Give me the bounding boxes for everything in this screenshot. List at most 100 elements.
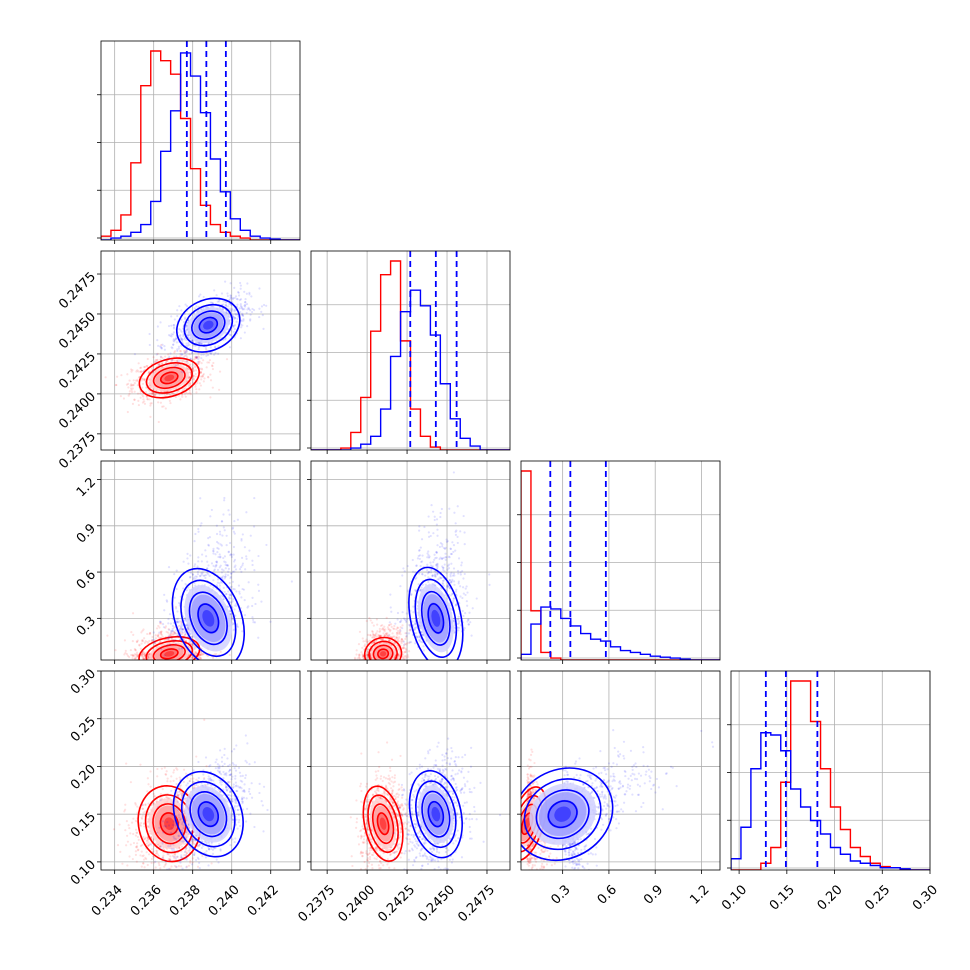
- scatter-point: [133, 398, 136, 401]
- scatter-point: [195, 356, 198, 359]
- scatter-point: [450, 562, 453, 565]
- scatter-point: [229, 309, 232, 312]
- scatter-point: [362, 640, 365, 643]
- scatter-point: [220, 568, 224, 571]
- scatter-point: [149, 392, 152, 395]
- scatter-point: [172, 626, 176, 629]
- scatter-point: [467, 623, 470, 626]
- scatter-point: [222, 513, 225, 516]
- scatter-point: [245, 302, 249, 306]
- scatter-point: [397, 639, 400, 643]
- scatter-point: [147, 370, 150, 373]
- scatter-point: [250, 295, 253, 298]
- scatter-point: [173, 351, 176, 354]
- scatter-point: [381, 638, 384, 642]
- contour-line: [180, 579, 237, 658]
- scatter-point: [240, 306, 243, 310]
- scatter-point: [228, 318, 231, 322]
- scatter-point: [222, 575, 225, 578]
- scatter-point: [232, 315, 235, 319]
- scatter-point: [192, 656, 195, 659]
- scatter-point: [202, 374, 205, 377]
- scatter-point: [168, 628, 171, 631]
- scatter-point: [367, 662, 369, 664]
- scatter-point: [170, 663, 172, 665]
- scatter-point: [192, 378, 196, 381]
- scatter-point: [175, 359, 179, 362]
- scatter-point: [367, 648, 370, 651]
- scatter-point: [169, 631, 173, 634]
- scatter-point: [226, 564, 230, 567]
- scatter-point: [164, 407, 167, 410]
- scatter-point: [419, 546, 422, 549]
- scatter-point: [391, 632, 394, 635]
- scatter-point: [123, 639, 127, 642]
- scatter-point: [396, 618, 399, 621]
- scatter-point: [187, 335, 190, 338]
- scatter-point: [402, 658, 405, 660]
- scatter-point: [215, 540, 219, 544]
- scatter-point: [182, 349, 186, 353]
- scatter-point: [184, 316, 187, 319]
- scatter-point: [454, 522, 457, 525]
- scatter-point: [199, 653, 202, 657]
- scatter-point: [191, 656, 194, 660]
- scatter-point: [430, 504, 433, 507]
- scatter-point: [209, 352, 212, 355]
- scatter-point: [229, 553, 233, 556]
- scatter-point: [174, 638, 177, 641]
- scatter-point: [186, 552, 189, 556]
- scatter-point: [209, 301, 212, 304]
- scatter-point: [171, 347, 174, 350]
- scatter-point: [238, 592, 241, 595]
- scatter-point: [232, 553, 235, 556]
- scatter-point: [193, 563, 197, 566]
- scatter-point: [166, 638, 170, 641]
- scatter-point: [229, 554, 232, 557]
- scatter-point: [160, 633, 163, 636]
- scatter-point: [160, 346, 163, 349]
- scatter-point: [131, 384, 135, 387]
- scatter-point: [240, 305, 243, 308]
- scatter-point: [161, 635, 164, 638]
- scatter-point: [145, 365, 148, 368]
- scatter-point: [141, 655, 144, 658]
- scatter-point: [229, 307, 232, 310]
- scatter-point: [403, 570, 406, 573]
- scatter-point: [224, 575, 227, 578]
- scatter-point: [170, 324, 173, 327]
- scatter-point: [185, 324, 188, 327]
- scatter-point: [161, 405, 164, 408]
- scatter-point: [459, 624, 462, 627]
- scatter-point: [142, 658, 146, 660]
- scatter-point: [173, 350, 177, 353]
- scatter-point: [239, 310, 242, 314]
- scatter-point: [226, 574, 230, 577]
- scatter-point: [192, 576, 195, 579]
- scatter-point: [217, 388, 221, 391]
- scatter-point: [222, 556, 225, 560]
- scatter-point: [131, 640, 134, 643]
- scatter-point: [215, 564, 218, 567]
- scatter-point: [462, 514, 465, 518]
- scatter-point: [202, 652, 205, 656]
- scatter-point: [191, 644, 194, 647]
- scatter-point: [187, 392, 191, 395]
- scatter-point: [233, 520, 236, 523]
- scatter-point: [174, 337, 177, 340]
- scatter-point: [227, 551, 230, 554]
- scatter-point: [215, 563, 218, 567]
- scatter-point: [234, 313, 237, 316]
- scatter-point: [197, 556, 200, 559]
- scatter-point: [160, 356, 163, 359]
- scatter-point: [203, 574, 206, 577]
- scatter-point: [241, 533, 244, 536]
- scatter-point: [141, 653, 144, 656]
- scatter-point: [190, 351, 194, 354]
- scatter-point: [139, 370, 142, 373]
- scatter-point: [131, 657, 134, 660]
- scatter-point: [215, 652, 218, 656]
- scatter-point: [202, 295, 205, 299]
- scatter-point: [106, 634, 109, 637]
- scatter-point: [386, 633, 389, 636]
